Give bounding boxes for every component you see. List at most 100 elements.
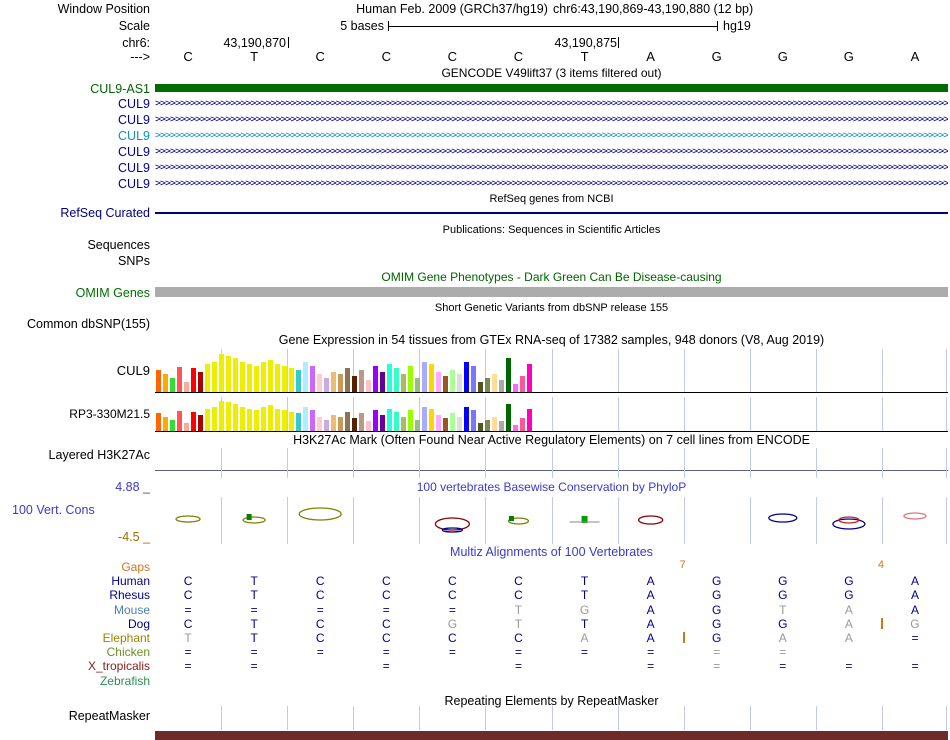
gtex-bar	[394, 368, 399, 392]
transcript-intron-line[interactable]: >>>>>>>>>>>>>>>>>>>>>>>>>>>>>>>>>>>>>>>>…	[155, 98, 948, 109]
gridline	[750, 397, 751, 431]
alignment-base: A	[910, 588, 919, 602]
gtex-bar	[282, 366, 287, 392]
alignment-base: C	[381, 574, 391, 588]
transcript-intron-line[interactable]: >>>>>>>>>>>>>>>>>>>>>>>>>>>>>>>>>>>>>>>>…	[155, 162, 948, 173]
refseq-subtitle: RefSeq genes from NCBI	[489, 193, 614, 205]
alignment-base: =	[250, 659, 258, 673]
alignment-base: C	[315, 588, 325, 602]
coord-tick-mark-2	[618, 37, 619, 48]
gridline	[684, 397, 685, 431]
gtex-bar	[471, 366, 476, 392]
alignment-base: A	[646, 631, 655, 645]
gtex-bar-chart[interactable]	[156, 397, 536, 431]
phylop-logo-plot[interactable]	[155, 497, 948, 545]
h3k27ac-baseline[interactable]	[155, 470, 948, 471]
omim-genes-bar[interactable]	[155, 287, 948, 297]
insert-marker	[682, 632, 685, 643]
phylop-axis-min: -4.5 _	[118, 530, 150, 544]
species-label-mouse: Mouse	[113, 603, 150, 617]
gridline	[882, 497, 883, 544]
gtex-bar	[331, 415, 336, 431]
alignment-base: C	[381, 617, 391, 631]
alignment-base: G	[712, 617, 722, 631]
transcript-intron-line[interactable]: >>>>>>>>>>>>>>>>>>>>>>>>>>>>>>>>>>>>>>>>…	[155, 130, 948, 141]
gtex-bar	[205, 409, 210, 431]
alignment-base: C	[183, 588, 193, 602]
publications-subtitle: Publications: Sequences in Scientific Ar…	[442, 224, 661, 236]
gtex-bar	[212, 362, 217, 392]
transcript-intron-line[interactable]: >>>>>>>>>>>>>>>>>>>>>>>>>>>>>>>>>>>>>>>>…	[155, 114, 948, 125]
gtex-bar	[170, 420, 175, 431]
alignment-base: A	[646, 603, 655, 617]
insert-marker	[880, 618, 883, 629]
species-label-human: Human	[111, 574, 150, 588]
phylop-glyph	[508, 516, 514, 521]
gtex-bar	[478, 382, 483, 392]
alignment-base: T	[580, 588, 589, 602]
gtex-bar	[170, 378, 175, 392]
gtex-bar	[233, 404, 238, 431]
gtex-bar	[387, 409, 392, 431]
gridline	[353, 497, 354, 544]
transcript-intron-line[interactable]: >>>>>>>>>>>>>>>>>>>>>>>>>>>>>>>>>>>>>>>>…	[155, 178, 948, 189]
repeat-element-bar[interactable]	[155, 731, 948, 740]
alignment-base: =	[514, 645, 522, 659]
gtex-bar	[492, 374, 497, 392]
scale-label: Scale	[118, 19, 150, 33]
gridline	[552, 349, 553, 392]
alignment-base: =	[713, 645, 721, 659]
gridline	[485, 497, 486, 544]
gtex-bar	[289, 368, 294, 392]
gtex-bar	[205, 364, 210, 392]
gtex-track-label: CUL9	[116, 363, 150, 378]
phylop-glyph	[903, 512, 927, 520]
gtex-bar	[422, 407, 427, 431]
alignment-base: G	[447, 617, 458, 631]
gtex-bar	[240, 407, 245, 431]
gene-label-cul9as1: CUL9-AS1	[90, 82, 150, 96]
alignment-base: C	[448, 574, 457, 588]
gridline	[946, 448, 947, 478]
gridline	[485, 706, 486, 730]
gtex-bar	[352, 376, 357, 392]
gtex-track-label: RP3-330M21.5	[69, 407, 150, 421]
gtex-bar	[380, 372, 385, 392]
gridline	[419, 706, 420, 730]
phylop-glyph	[246, 514, 252, 520]
alignment-base: C	[315, 574, 325, 588]
gtex-bar	[310, 366, 315, 392]
scale-ruler-tick-right	[717, 21, 718, 31]
gtex-bar	[338, 374, 343, 392]
coord-tick-label-2: 43,190,875	[554, 36, 617, 50]
gtex-bar	[219, 354, 224, 392]
gtex-bar-chart[interactable]	[156, 349, 536, 392]
h3k27ac-subtitle: H3K27Ac Mark (Often Found Near Active Re…	[293, 433, 810, 447]
track-label-snps: SNPs	[118, 254, 150, 268]
insert-count: 4	[877, 559, 885, 571]
refseq-gene-line[interactable]	[155, 212, 948, 214]
gtex-bar	[408, 366, 413, 392]
transcript-intron-line[interactable]: >>>>>>>>>>>>>>>>>>>>>>>>>>>>>>>>>>>>>>>>…	[155, 146, 948, 157]
gtex-bar	[191, 412, 196, 431]
base-letter: C	[183, 49, 193, 64]
cul9as1-exon-bar[interactable]	[155, 84, 948, 92]
alignment-base: C	[448, 588, 457, 602]
gtex-bar	[331, 372, 336, 392]
species-label-gaps: Gaps	[121, 560, 150, 574]
gridline	[750, 349, 751, 392]
gtex-bar	[233, 358, 238, 392]
alignment-base: A	[844, 603, 853, 617]
gridline	[353, 706, 354, 730]
gtex-bar	[303, 362, 308, 392]
gridline	[287, 497, 288, 544]
alignment-base: A	[646, 574, 655, 588]
gene-label-cul9: CUL9	[118, 97, 150, 111]
gtex-bar	[366, 421, 371, 431]
alignment-base: =	[184, 603, 192, 617]
gtex-bar	[485, 378, 490, 392]
gtex-subtitle: Gene Expression in 54 tissues from GTEx …	[278, 333, 825, 347]
chrom-label: chr6:	[122, 36, 150, 50]
gridline	[750, 448, 751, 478]
species-label-chicken: Chicken	[106, 645, 150, 659]
